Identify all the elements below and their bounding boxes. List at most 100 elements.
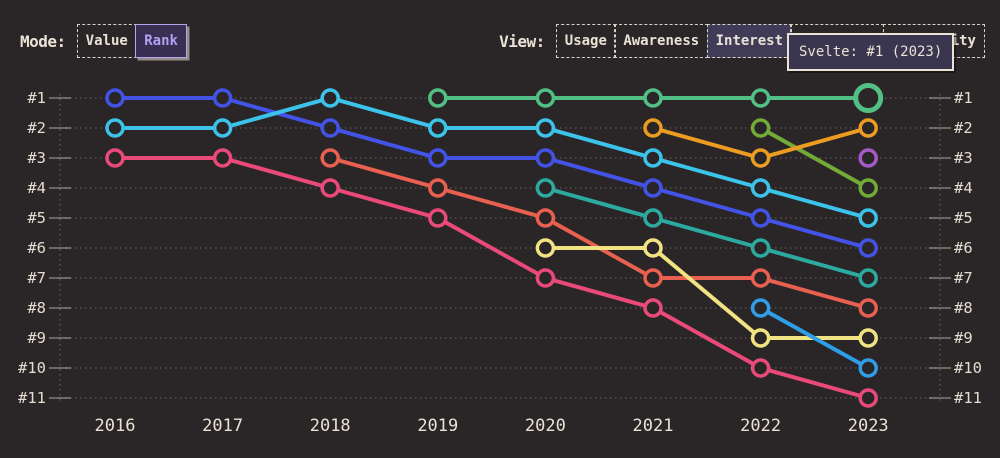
mode-toggle-rank[interactable]: Rank [135,24,187,58]
year-label: 2021 [633,416,674,436]
data-point[interactable] [428,178,448,198]
rank-label-right: #3 [954,149,973,167]
data-point[interactable] [643,268,663,288]
data-point[interactable] [535,148,556,168]
x-axis-labels: 2016 2017 2018 2019 2020 2021 2022 2023 [95,416,889,436]
data-point[interactable] [858,238,878,258]
data-point[interactable] [750,148,771,168]
rank-label-right: #11 [954,389,982,407]
data-point[interactable] [858,388,878,408]
data-point[interactable] [750,178,771,198]
data-point[interactable] [750,238,771,258]
year-label: 2016 [95,416,136,436]
data-point[interactable] [535,268,556,288]
series-indigo[interactable] [105,88,878,258]
data-point[interactable] [320,148,340,168]
data-point[interactable] [643,118,663,138]
series-line [329,156,869,310]
rank-label-right: #2 [954,119,973,137]
data-point[interactable] [212,148,233,168]
data-point[interactable] [535,208,556,228]
data-point[interactable] [858,298,878,318]
rank-label-left: #1 [27,89,46,107]
data-point[interactable] [428,148,448,168]
series-line [544,186,869,280]
series-line [115,156,869,400]
data-point[interactable] [428,88,448,108]
series-pink[interactable] [105,148,878,408]
view-toggle-usage[interactable]: Usage [555,24,616,58]
data-point[interactable] [320,88,340,108]
data-point[interactable] [320,118,340,138]
data-point[interactable] [750,268,771,288]
rank-label-right: #1 [954,89,973,107]
series-sky[interactable] [750,298,878,378]
series-line [115,96,869,250]
rank-label-left: #9 [27,329,46,347]
data-point[interactable] [643,88,663,108]
series-Svelte[interactable] [428,83,884,113]
rank-label-left: #3 [27,149,46,167]
data-point[interactable] [535,238,556,258]
data-point[interactable] [535,178,556,198]
view-toggle-interest[interactable]: Interest [706,24,793,58]
rank-label-right: #9 [954,329,973,347]
rank-label-right: #8 [954,299,973,317]
rank-label-left: #4 [27,179,46,197]
data-point[interactable] [858,148,878,168]
year-label: 2022 [740,416,781,436]
data-point[interactable] [750,298,771,318]
data-point[interactable] [320,178,340,198]
data-point[interactable] [750,208,771,228]
data-point[interactable] [428,118,448,138]
data-point[interactable] [750,328,771,348]
data-point[interactable] [105,148,125,168]
data-point[interactable] [105,88,125,108]
year-label: 2023 [848,416,889,436]
series-cyan[interactable] [105,88,878,228]
rank-label-left: #11 [18,389,46,407]
data-point[interactable] [643,178,663,198]
data-point[interactable] [643,298,663,318]
view-toggle-awareness[interactable]: Awareness [614,24,709,58]
data-point[interactable] [535,118,556,138]
year-label: 2017 [202,416,243,436]
rank-label-right: #4 [954,179,973,197]
mode-label: Mode: [20,31,66,51]
mode-toggle-value[interactable]: Value [76,24,137,58]
data-point[interactable] [428,208,448,228]
data-point[interactable] [858,358,878,378]
data-point[interactable] [643,148,663,168]
data-point[interactable] [105,118,125,138]
data-point[interactable] [858,118,878,138]
rank-label-left: #2 [27,119,46,137]
series-line [759,306,870,370]
data-point[interactable] [643,238,663,258]
data-point[interactable] [858,268,878,288]
rank-label-left: #10 [18,359,46,377]
data-point[interactable] [858,208,878,228]
data-point[interactable] [858,328,878,348]
hover-tooltip: Svelte: #1 (2023) [787,33,955,71]
data-point-highlighted[interactable] [853,83,884,113]
mode-toggle-group: Mode: Value Rank [20,24,187,58]
series-teal[interactable] [535,178,878,288]
data-point[interactable] [750,88,771,108]
data-point[interactable] [858,178,878,198]
series-line [115,95,869,220]
series-olive[interactable] [750,118,878,198]
data-point[interactable] [750,358,771,378]
series-amber[interactable] [643,118,878,168]
data-point[interactable] [535,88,556,108]
series-purple[interactable] [858,148,878,168]
data-point[interactable] [643,208,663,228]
year-label: 2018 [310,416,351,436]
data-point[interactable] [212,88,233,108]
series-yellow[interactable] [535,238,878,348]
view-label: View: [499,31,545,51]
year-label: 2020 [525,416,566,436]
rank-label-left: #8 [27,299,46,317]
data-point[interactable] [212,118,233,138]
data-point[interactable] [750,118,771,138]
